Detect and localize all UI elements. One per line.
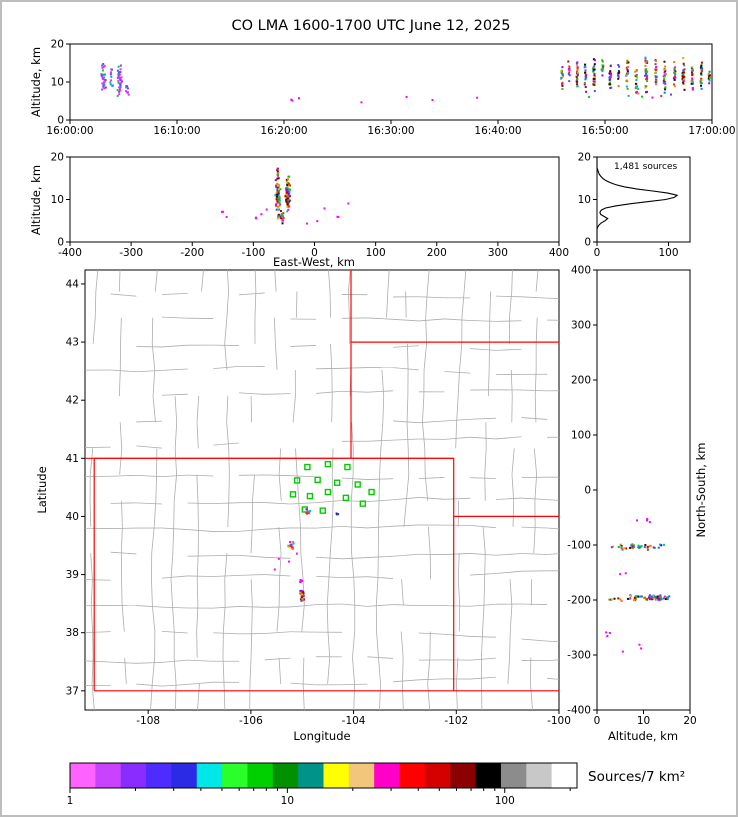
- svg-text:41: 41: [66, 453, 79, 465]
- svg-text:-400: -400: [567, 705, 591, 717]
- colorbar-label: Sources/7 km²: [588, 769, 685, 785]
- map-xlabel: Longitude: [293, 729, 350, 743]
- svg-text:0: 0: [594, 715, 601, 727]
- time-panel-ylabel: Altitude, km: [29, 47, 43, 117]
- altitude-histogram-panel: 0 100 0 10 20: [578, 152, 691, 259]
- svg-text:38: 38: [66, 627, 79, 639]
- colorbar: 1 10 100: [67, 762, 578, 807]
- svg-text:20: 20: [578, 152, 591, 164]
- time-altitude-panel: 16:00:00 16:10:00 16:20:00 16:30:00 16:40:00…: [46, 39, 735, 138]
- svg-text:0: 0: [584, 485, 591, 497]
- svg-text:16:50:00: 16:50:00: [581, 125, 628, 137]
- svg-text:0: 0: [57, 115, 64, 127]
- svg-text:10: 10: [51, 77, 64, 89]
- svg-text:-300: -300: [567, 650, 591, 662]
- svg-text:20: 20: [51, 39, 64, 51]
- svg-text:-106: -106: [239, 715, 263, 727]
- svg-text:0: 0: [594, 247, 601, 259]
- svg-text:400: 400: [549, 247, 569, 259]
- svg-text:37: 37: [66, 685, 79, 697]
- svg-text:-100: -100: [241, 247, 265, 259]
- svg-text:100: 100: [366, 247, 386, 259]
- svg-text:10: 10: [51, 194, 64, 206]
- ns-panel-xlabel: Altitude, km: [608, 729, 678, 743]
- svg-text:0: 0: [584, 237, 591, 249]
- svg-text:43: 43: [66, 337, 79, 349]
- ew-panel-ylabel: Altitude, km: [29, 165, 43, 235]
- svg-text:42: 42: [66, 395, 79, 407]
- svg-text:-200: -200: [567, 595, 591, 607]
- svg-text:16:40:00: 16:40:00: [474, 125, 521, 137]
- svg-text:-108: -108: [136, 715, 160, 727]
- svg-text:300: 300: [571, 320, 591, 332]
- map-panel: -108 -106 -104 -102 -100 37 38 39 40 41 42 43 44: [66, 269, 571, 727]
- svg-text:-104: -104: [342, 715, 366, 727]
- northsouth-altitude-panel: 0 10 20 -400 -300 -200 -100 0 100 200 300 400: [567, 265, 697, 728]
- svg-text:10: 10: [578, 194, 591, 206]
- svg-text:10: 10: [281, 795, 294, 807]
- svg-text:-300: -300: [119, 247, 143, 259]
- svg-text:16:20:00: 16:20:00: [260, 125, 307, 137]
- svg-text:100: 100: [659, 247, 679, 259]
- svg-text:0: 0: [311, 247, 318, 259]
- svg-text:16:00:00: 16:00:00: [46, 125, 93, 137]
- svg-text:17:00:00: 17:00:00: [688, 125, 735, 137]
- svg-text:200: 200: [427, 247, 447, 259]
- svg-text:10: 10: [637, 715, 650, 727]
- svg-text:-100: -100: [547, 715, 571, 727]
- svg-text:100: 100: [571, 430, 591, 442]
- svg-text:1: 1: [67, 795, 74, 807]
- svg-text:40: 40: [66, 511, 79, 523]
- svg-text:39: 39: [66, 569, 79, 581]
- svg-text:20: 20: [51, 152, 64, 164]
- svg-text:16:30:00: 16:30:00: [367, 125, 414, 137]
- svg-text:-400: -400: [58, 247, 82, 259]
- svg-text:200: 200: [571, 375, 591, 387]
- svg-text:0: 0: [57, 237, 64, 249]
- ns-panel-ylabel: North-South, km: [694, 443, 708, 538]
- svg-text:-102: -102: [444, 715, 468, 727]
- svg-text:-100: -100: [567, 540, 591, 552]
- map-ylabel: Latitude: [35, 466, 49, 513]
- svg-text:300: 300: [488, 247, 508, 259]
- figure-title: CO LMA 1600-1700 UTC June 12, 2025: [231, 18, 510, 34]
- svg-text:16:10:00: 16:10:00: [153, 125, 200, 137]
- ew-panel-xlabel: East-West, km: [273, 255, 355, 269]
- svg-text:-200: -200: [180, 247, 204, 259]
- svg-text:44: 44: [66, 278, 80, 290]
- svg-text:100: 100: [495, 795, 515, 807]
- svg-text:400: 400: [571, 265, 591, 277]
- svg-text:20: 20: [683, 715, 696, 727]
- sources-count-label: 1,481 sources: [614, 162, 678, 172]
- eastwest-altitude-panel: -400 -300 -200 -100 0 100 200 300 400 0 10 20: [51, 152, 569, 260]
